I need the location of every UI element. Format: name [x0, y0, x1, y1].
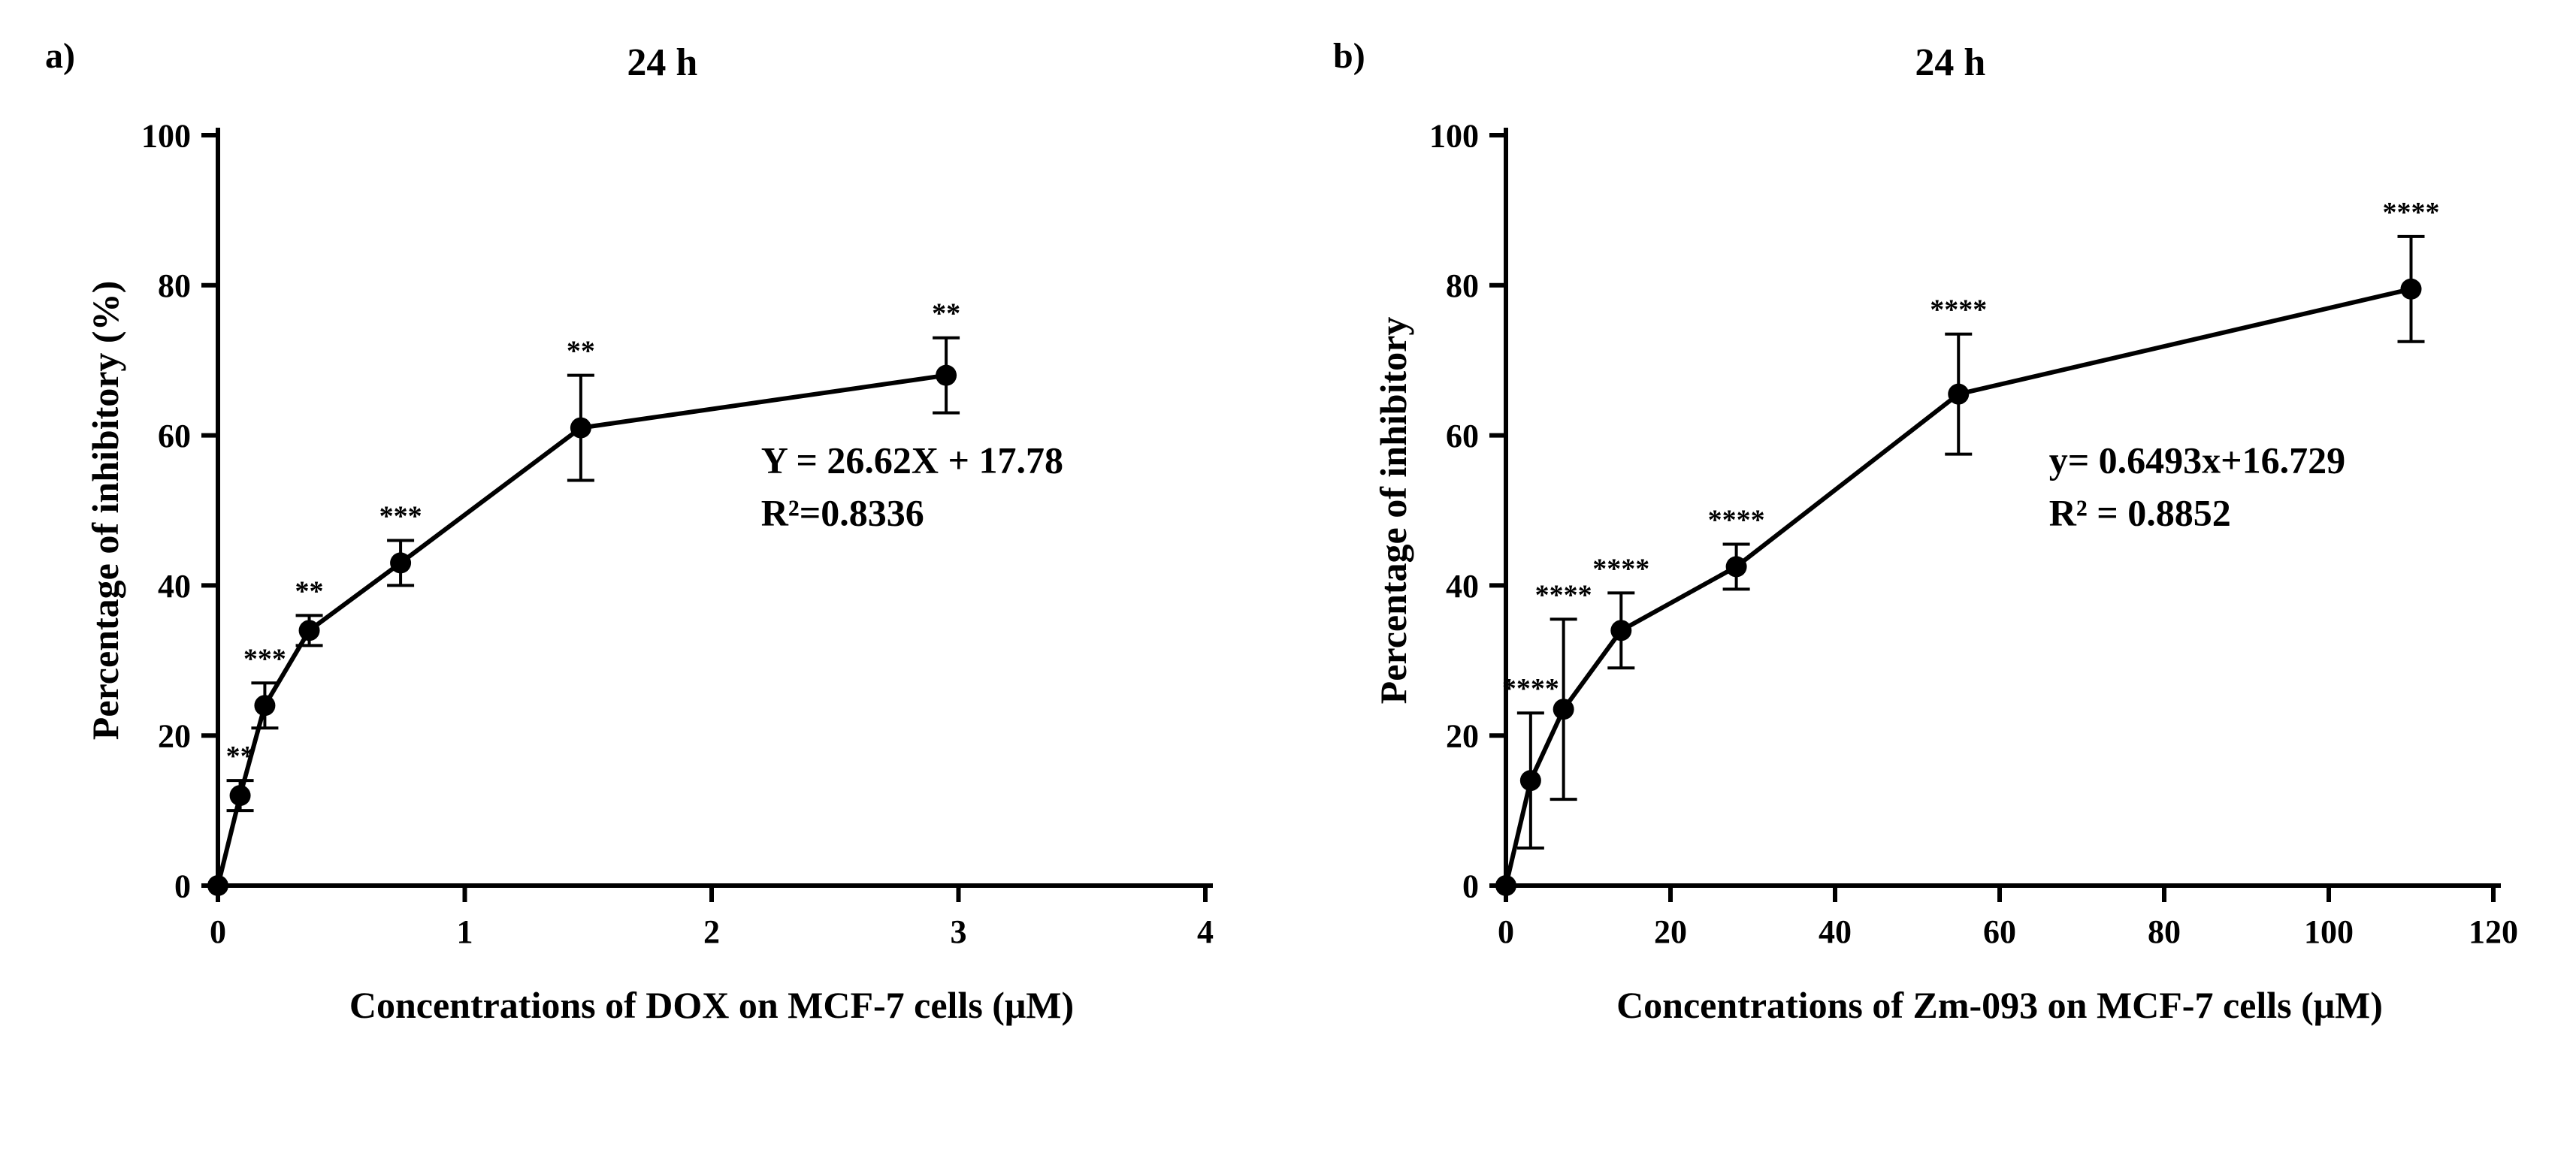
y-tick-label: 0 — [174, 868, 191, 904]
x-axis-label: Concentrations of Zm-093 on MCF-7 cells … — [1616, 984, 2383, 1026]
figure-container: 01234020406080100Concentrations of DOX o… — [0, 0, 2576, 1156]
equation-annotation: y= 0.6493x+16.729 — [2049, 439, 2345, 481]
panel-b: 0 20 40 60 80 100 120 0 20 40 60 80 100 Concentration… — [1288, 0, 2576, 1156]
y-tick-label: 20 — [158, 718, 191, 755]
data-marker — [1553, 699, 1574, 720]
data-marker — [1495, 875, 1516, 896]
x-tick-label: 0 — [1498, 913, 1514, 950]
data-marker — [1948, 384, 1969, 405]
x-tick-label: 2 — [703, 913, 720, 950]
x-tick-label: 1 — [457, 913, 473, 950]
data-marker — [299, 620, 320, 641]
y-tick-label: 0 — [1462, 868, 1479, 904]
y-tick-label: 80 — [1446, 267, 1479, 304]
significance-label: ** — [295, 575, 324, 607]
significance-label: **** — [1708, 504, 1765, 536]
significance-label: ** — [932, 298, 960, 330]
x-tick-label: 3 — [951, 913, 967, 950]
significance-label: **** — [1502, 673, 1559, 705]
data-marker — [1520, 770, 1541, 791]
data-marker — [390, 552, 411, 573]
x-tick-label: 40 — [1819, 913, 1852, 950]
panel-tag: a) — [45, 36, 75, 76]
data-marker — [936, 365, 957, 386]
significance-label: *** — [379, 500, 422, 532]
data-marker — [1610, 620, 1631, 641]
equation-annotation: R² = 0.8852 — [2049, 492, 2231, 534]
y-tick-label: 100 — [1429, 117, 1479, 154]
panel-tag: b) — [1333, 36, 1365, 76]
equation-annotation: Y = 26.62X + 17.78 — [761, 439, 1063, 481]
y-tick-label: 40 — [1446, 568, 1479, 605]
x-tick-label: 20 — [1654, 913, 1687, 950]
significance-label: *** — [243, 643, 286, 675]
significance-label: **** — [1930, 294, 1987, 326]
significance-label: **** — [1592, 553, 1649, 584]
y-tick-label: 40 — [158, 568, 191, 605]
x-axis-label: Concentrations of DOX on MCF-7 cells (μM… — [349, 984, 1074, 1026]
x-tick-label: 120 — [2469, 913, 2518, 950]
significance-label: ** — [226, 741, 255, 772]
data-marker — [570, 418, 591, 439]
chart-svg: 01234020406080100Concentrations of DOX o… — [0, 0, 1288, 1156]
y-axis-label: Percentage of inhibitory — [1372, 317, 1414, 705]
x-tick-label: 80 — [2148, 913, 2181, 950]
data-marker — [2401, 279, 2422, 300]
y-axis-label: Percentage of inhibitory (%) — [84, 281, 126, 740]
equation-annotation: R²=0.8336 — [761, 492, 924, 534]
y-tick-label: 60 — [1446, 418, 1479, 454]
data-marker — [207, 875, 228, 896]
panel-title: 24 h — [627, 41, 697, 84]
chart-svg: 0 20 40 60 80 100 120 0 20 40 60 80 100 Concentration… — [1288, 0, 2576, 1156]
significance-label: **** — [2383, 197, 2440, 228]
data-marker — [254, 695, 275, 716]
panel-title: 24 h — [1915, 41, 1985, 84]
significance-label: ** — [567, 336, 595, 367]
data-marker — [1726, 556, 1747, 577]
y-tick-label: 100 — [141, 117, 191, 154]
significance-label: **** — [1535, 579, 1592, 611]
x-tick-label: 4 — [1197, 913, 1214, 950]
x-tick-label: 0 — [210, 913, 226, 950]
panel-a: 01234020406080100Concentrations of DOX o… — [0, 0, 1288, 1156]
y-tick-label: 60 — [158, 418, 191, 454]
data-marker — [230, 785, 251, 806]
y-tick-label: 20 — [1446, 718, 1479, 755]
y-tick-label: 80 — [158, 267, 191, 304]
x-tick-label: 100 — [2304, 913, 2354, 950]
x-tick-label: 60 — [1983, 913, 2016, 950]
